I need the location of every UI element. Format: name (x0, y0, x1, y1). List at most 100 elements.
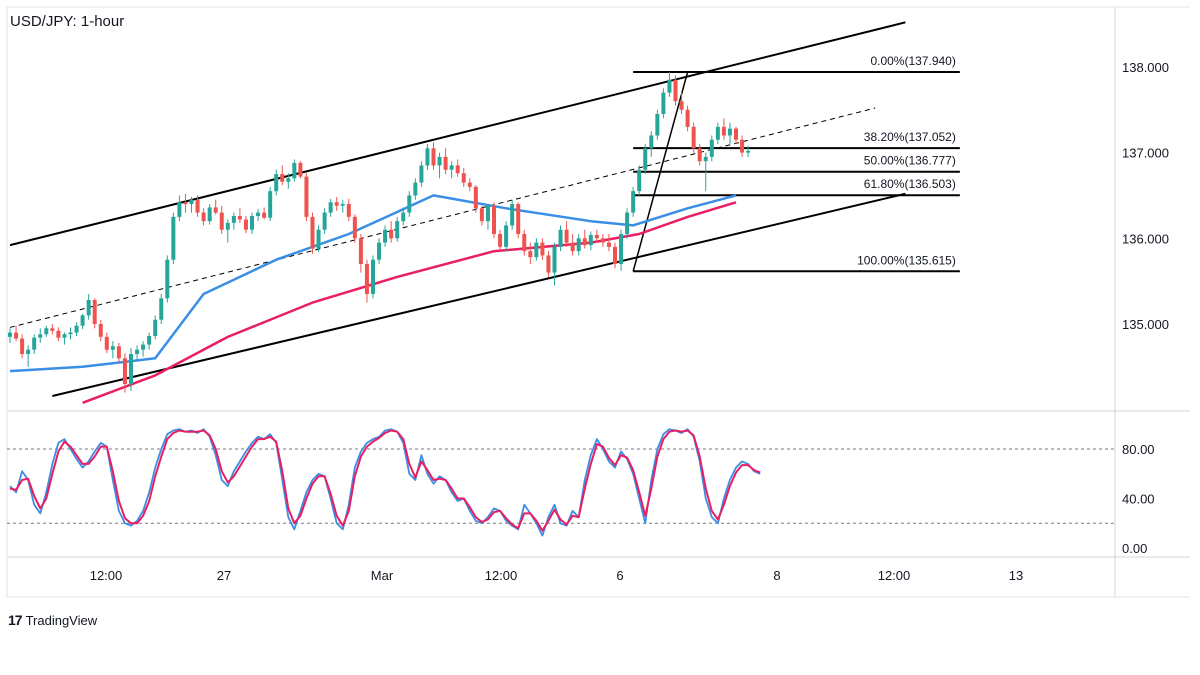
axes: 135.000 136.000 137.000 138.000 0.00 40.00 80.… (90, 60, 1169, 583)
price-tick-label: 137.000 (1122, 146, 1169, 161)
candle-body (14, 332, 19, 339)
candle-body (715, 126, 720, 140)
fib-level-label-0: 0.00%(137.940) (870, 54, 955, 68)
candle-body (371, 259, 375, 295)
candle (685, 105, 690, 132)
time-tick-label: Mar (371, 568, 394, 583)
candle-body (147, 335, 152, 345)
candle-body (50, 328, 55, 331)
candle-body (473, 186, 478, 209)
candle (237, 208, 242, 223)
candle-body (576, 238, 581, 252)
candle (637, 165, 642, 196)
candle (643, 144, 648, 175)
candle (413, 178, 418, 200)
candle-body (346, 204, 351, 217)
candle-body (740, 139, 745, 153)
candle (80, 313, 85, 330)
candle (225, 219, 230, 243)
candle-body (540, 242, 545, 256)
candle (26, 345, 31, 367)
candle (177, 195, 182, 222)
candle (153, 315, 158, 340)
stochastic-pane[interactable] (7, 428, 1115, 537)
candle-body (177, 202, 182, 217)
candle (473, 185, 478, 213)
candle (389, 221, 394, 243)
candle (340, 199, 345, 213)
candle (262, 207, 267, 220)
candle (219, 205, 224, 235)
candle-body (189, 199, 194, 205)
candle-body (697, 148, 702, 162)
candle-body (225, 222, 230, 230)
candle-body (673, 79, 678, 102)
candle (122, 353, 127, 393)
candle (443, 148, 448, 175)
candle-body (80, 315, 85, 326)
candle-body (655, 114, 660, 136)
candle-body (588, 234, 593, 246)
candle (371, 255, 375, 299)
candle-body (237, 216, 242, 220)
candle (721, 118, 726, 140)
candle (116, 342, 121, 363)
candle-body (141, 344, 146, 350)
candle-body (467, 182, 472, 187)
candle-body (322, 212, 327, 230)
candle (619, 229, 624, 271)
candle (552, 242, 557, 286)
candle (286, 173, 291, 189)
candle (485, 204, 490, 230)
candle-body (606, 242, 611, 247)
candle-body (564, 229, 569, 243)
candle (298, 161, 303, 179)
price-tick-label: 136.000 (1122, 231, 1169, 246)
candle (147, 332, 152, 350)
candle-body (62, 334, 67, 338)
candle (56, 327, 61, 342)
candle (280, 165, 285, 186)
candle-body (256, 212, 261, 217)
candle (649, 131, 654, 157)
candle (576, 234, 581, 256)
candle (740, 135, 745, 157)
fib-swing-line (632, 71, 689, 272)
candle-body (316, 229, 321, 249)
candle (467, 178, 472, 192)
candle-body (667, 79, 672, 93)
chart-frame (6, 6, 1190, 598)
candle-body (479, 208, 484, 222)
candle-body (8, 332, 12, 337)
candle-body (98, 324, 103, 337)
candle (256, 209, 261, 222)
candle-body (92, 300, 97, 324)
time-tick-label: 12:00 (485, 568, 518, 583)
candle (104, 332, 109, 354)
price-pane[interactable]: 0.00%(137.940) 38.20%(137.052) 50.00%(136.… (8, 21, 960, 404)
candle (734, 126, 738, 145)
candle (703, 152, 708, 192)
candle-body (401, 212, 406, 222)
candle (383, 225, 388, 247)
candle-body (292, 162, 297, 179)
candle (334, 197, 339, 211)
candle-body (746, 150, 751, 153)
candle (425, 144, 430, 170)
candle (655, 109, 660, 140)
candle (558, 225, 563, 252)
candle-body (455, 165, 460, 174)
candle-body (74, 325, 79, 333)
candle-body (358, 238, 363, 265)
candle (528, 242, 533, 265)
candle-body (135, 349, 140, 354)
candle (310, 212, 315, 254)
candle-body (619, 234, 624, 265)
candle (449, 161, 454, 179)
tradingview-brand[interactable]: 17 TradingView (8, 612, 97, 628)
candle (195, 195, 200, 217)
candle-body (377, 242, 382, 260)
candle-body (516, 204, 521, 235)
candle-body (727, 128, 732, 136)
